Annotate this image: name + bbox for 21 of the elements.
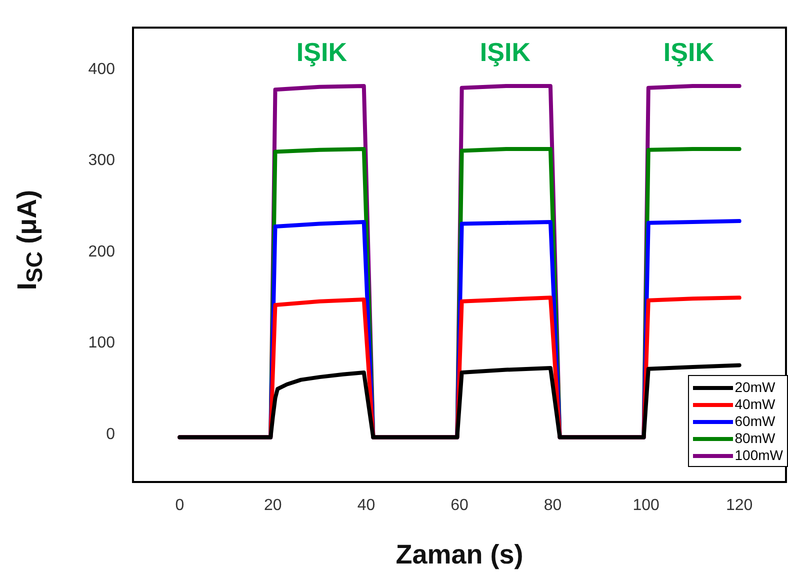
legend-label: 40mW xyxy=(734,396,776,413)
x-tick-label: 120 xyxy=(726,497,753,514)
x-tick-label: 60 xyxy=(450,497,468,514)
x-tick-label: 100 xyxy=(632,497,660,514)
y-tick-label: 0 xyxy=(106,426,116,443)
x-tick-label: 0 xyxy=(175,497,184,514)
x-tick-label: 20 xyxy=(264,497,282,514)
legend-label: 60mW xyxy=(734,413,776,430)
annotation: IŞIK xyxy=(480,36,531,67)
y-tick-label: 200 xyxy=(88,243,116,260)
x-axis-title: Zaman (s) xyxy=(396,539,524,570)
annotation: IŞIK xyxy=(663,36,714,67)
y-tick-label: 300 xyxy=(88,152,116,170)
y-tick-label: 100 xyxy=(88,334,116,352)
y-tick-label: 400 xyxy=(88,60,116,78)
annotation: IŞIK xyxy=(296,36,348,67)
x-tick-label: 80 xyxy=(544,497,562,514)
legend-label: 80mW xyxy=(734,430,776,447)
x-tick-label: 40 xyxy=(357,497,376,514)
legend-label: 20mW xyxy=(734,379,776,396)
legend-label: 100mW xyxy=(734,447,783,464)
